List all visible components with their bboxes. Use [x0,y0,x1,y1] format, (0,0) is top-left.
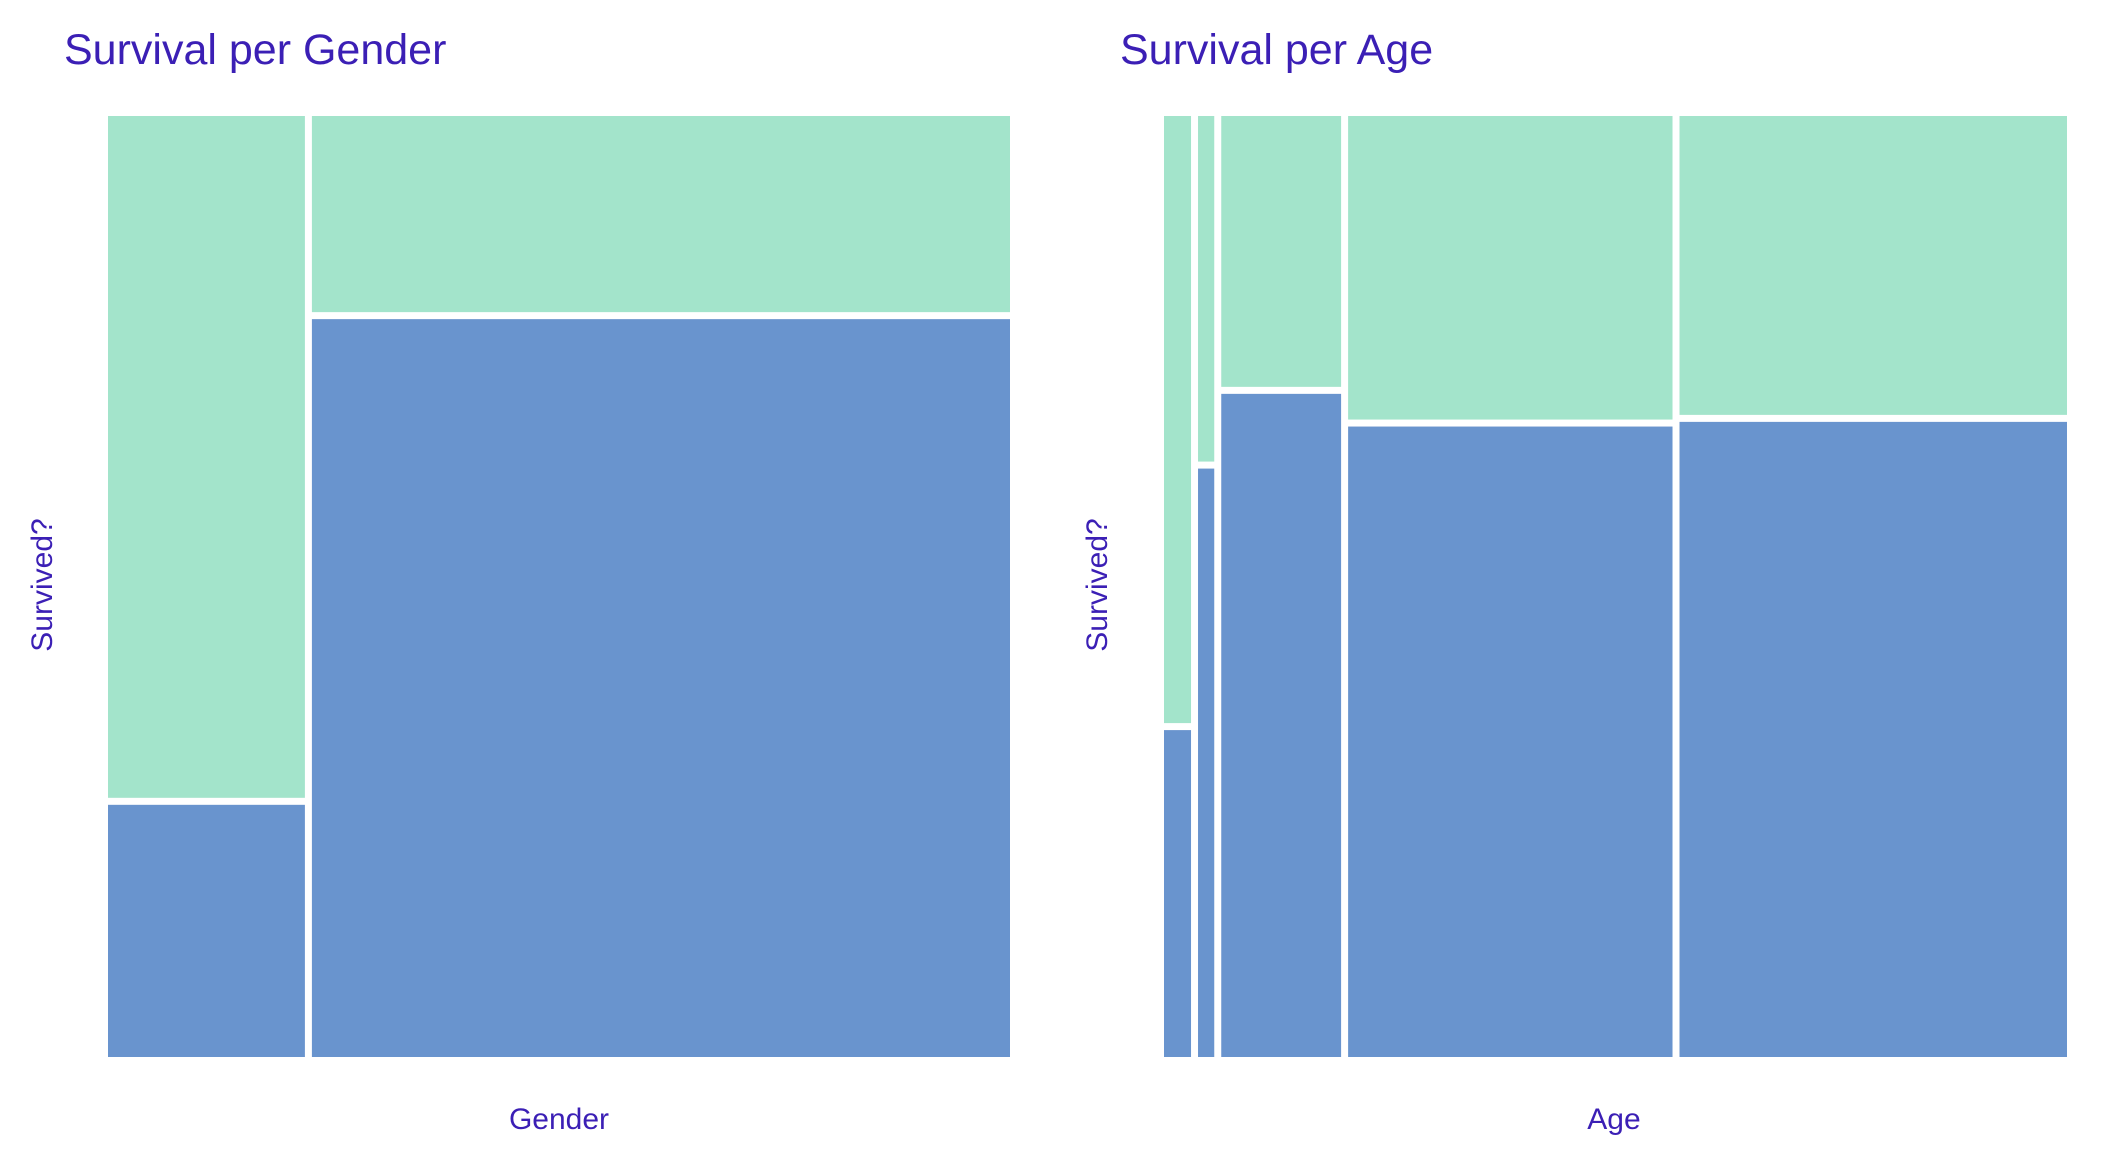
gender-mosaic-tile-survived-1 [108,116,305,798]
age-mosaic-tile-not-survived-1 [1164,730,1192,1057]
age-mosaic-tile-not-survived-2 [1198,468,1215,1058]
age-mosaic-tile-survived-5 [1679,116,2067,415]
age-mosaic-tile-survived-1 [1164,116,1192,724]
age-plot-area [1164,116,2067,1058]
gender-chart-title: Survival per Gender [64,26,446,74]
age-mosaic-tile-survived-4 [1348,116,1673,420]
age-mosaic-tile-survived-3 [1221,116,1342,387]
age-mosaic-tile-not-survived-4 [1348,426,1673,1057]
gender-mosaic-tile-not-survived-1 [108,804,305,1057]
gender-x-axis-label: Gender [509,1103,609,1136]
gender-mosaic-tile-survived-2 [311,116,1010,313]
age-chart-title: Survival per Age [1120,26,1433,74]
gender-y-axis-label: Survived? [26,518,59,651]
gender-plot-area [108,116,1010,1057]
gender-mosaic-tile-not-survived-2 [311,319,1010,1057]
age-chart: Survival per Age Age Survived? [1081,26,2067,1136]
age-mosaic-tile-survived-2 [1198,116,1215,462]
age-mosaic-tile-not-survived-3 [1221,393,1342,1057]
age-x-axis-label: Age [1587,1103,1640,1136]
age-mosaic-tile-not-survived-5 [1679,421,2067,1057]
gender-chart: Survival per Gender Gender Survived? [26,26,1010,1136]
age-y-axis-label: Survived? [1081,518,1114,651]
